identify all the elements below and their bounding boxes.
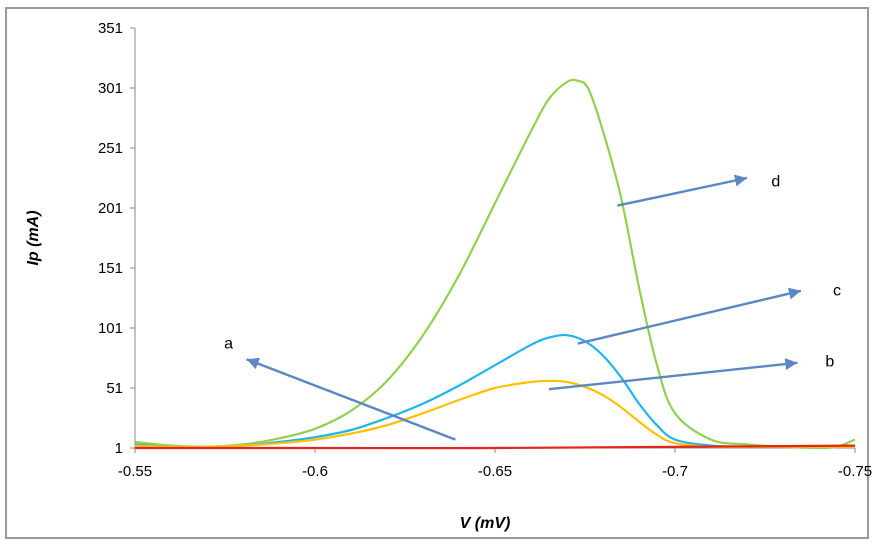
annotation-label-d: d: [771, 173, 780, 190]
annotation-arrow-b: [548, 361, 798, 391]
annotation-label-a: a: [224, 335, 233, 352]
annotation-arrow-d: [617, 176, 748, 207]
y-tick-label: 251: [98, 140, 123, 157]
x-tick-label: -0.7: [662, 463, 688, 480]
annotation-arrowhead-b: [784, 358, 798, 371]
x-tick-label: -0.6: [302, 463, 328, 480]
axes: [134, 28, 855, 449]
y-tick-label: 351: [98, 20, 123, 37]
annotation-label-c: c: [833, 283, 841, 300]
annotation-label-b: b: [825, 353, 834, 370]
y-tick-label: 51: [106, 380, 123, 397]
y-tick-label: 151: [98, 260, 123, 277]
annotation-arrowhead-a: [246, 357, 260, 370]
series-layer: [134, 78, 856, 450]
y-tick-label: 101: [98, 320, 123, 337]
annotations-layer: a b c d: [224, 173, 841, 441]
chart-frame: [5, 7, 869, 539]
annotation-arrowhead-c: [787, 287, 801, 300]
x-tick-label: -0.65: [478, 463, 512, 480]
annotation-arrow-c: [577, 289, 802, 345]
x-axis-title: V (mV): [460, 515, 511, 532]
y-tick-label: 1: [115, 440, 123, 457]
series-line-1: [134, 78, 856, 450]
x-tick-label: -0.55: [118, 463, 152, 480]
y-axis-title: Ip (mA): [25, 210, 42, 265]
y-tick-label: 201: [98, 200, 123, 217]
y-tick-label: 301: [98, 80, 123, 97]
annotation-arrow-a: [246, 358, 456, 441]
annotation-arrowhead-d: [734, 174, 747, 187]
series-line-4: [135, 444, 856, 450]
x-tick-label: -0.75: [838, 463, 872, 480]
series-line-2: [134, 333, 855, 449]
x-ticks: -0.55 -0.6 -0.65 -0.7 -0.75: [118, 448, 872, 480]
series-line-3: [134, 379, 855, 449]
